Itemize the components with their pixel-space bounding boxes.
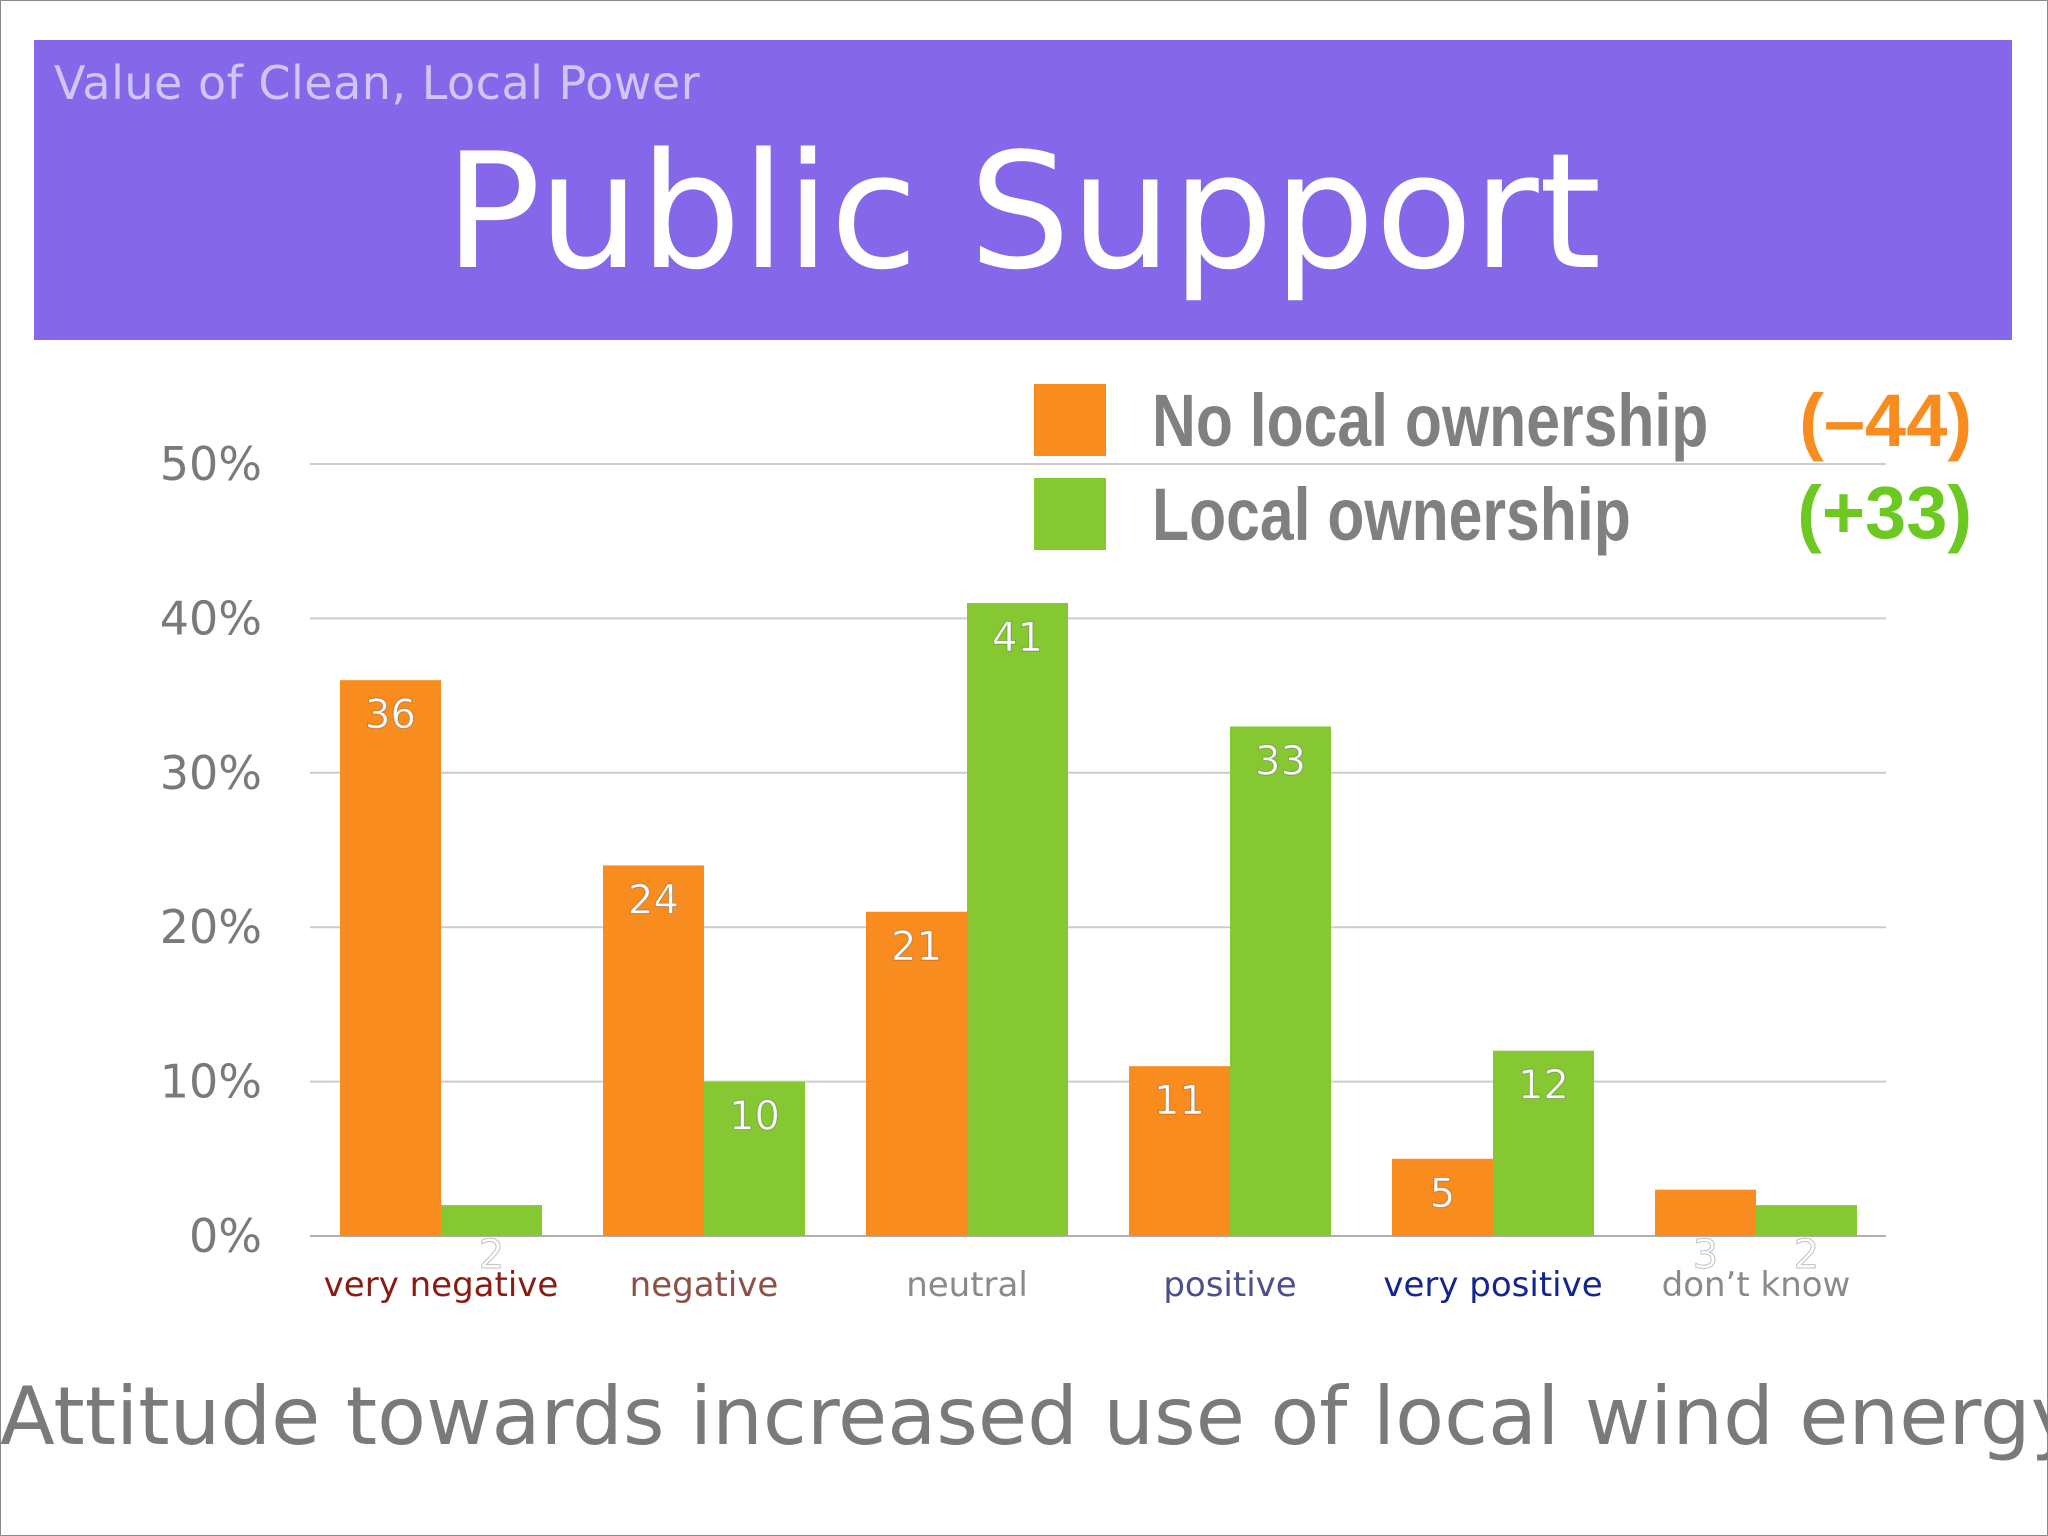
data-label: 21: [891, 924, 942, 970]
legend-swatch-local: [1034, 478, 1106, 550]
legend-label-local: Local ownership: [1152, 473, 1631, 556]
x-tick-label: negative: [630, 1265, 779, 1305]
y-tick-label: 0%: [189, 1209, 262, 1263]
y-tick-label: 30%: [160, 746, 262, 800]
data-label: 41: [992, 615, 1043, 661]
legend-delta-local: (+33): [1797, 471, 1972, 554]
slide-title: Public Support: [444, 118, 1602, 305]
legend-label-no-local: No local ownership: [1152, 379, 1709, 462]
data-label: 2: [1794, 1232, 1819, 1278]
bar: [1230, 726, 1331, 1236]
x-tick-label: very negative: [324, 1265, 559, 1305]
y-tick-label: 10%: [160, 1055, 262, 1109]
data-label: 36: [365, 692, 416, 738]
x-tick-label: positive: [1163, 1265, 1296, 1305]
y-tick-label: 20%: [160, 900, 262, 954]
data-label: 5: [1430, 1171, 1455, 1217]
slide-kicker: Value of Clean, Local Power: [54, 56, 701, 110]
x-tick-label: very positive: [1383, 1265, 1602, 1305]
bar: [967, 602, 1068, 1236]
bar: [340, 680, 441, 1236]
bar: [1129, 1066, 1230, 1236]
data-label: 11: [1154, 1078, 1205, 1124]
bar: [1756, 1205, 1857, 1236]
data-label: 3: [1693, 1232, 1718, 1278]
x-tick-label: neutral: [906, 1265, 1028, 1305]
data-label: 10: [729, 1094, 780, 1140]
chart-caption: Attitude towards increased use of local …: [0, 1370, 2048, 1463]
data-label: 33: [1255, 738, 1306, 784]
y-tick-label: 50%: [160, 437, 262, 491]
bar: [704, 1081, 805, 1236]
data-label: 2: [479, 1232, 504, 1278]
bar: [1392, 1158, 1493, 1236]
data-label: 12: [1518, 1063, 1569, 1109]
data-label: 24: [628, 877, 679, 923]
y-tick-label: 40%: [160, 591, 262, 645]
title-banner: Value of Clean, Local Power Public Suppo…: [34, 40, 2012, 340]
bar: [1493, 1050, 1594, 1236]
bar: [603, 865, 704, 1236]
legend-delta-no-local: (–44): [1799, 379, 1972, 462]
bar: [866, 911, 967, 1236]
bar: [441, 1205, 542, 1236]
x-tick-label: don’t know: [1662, 1265, 1851, 1305]
legend-swatch-no-local: [1034, 384, 1106, 456]
bar: [1655, 1189, 1756, 1236]
